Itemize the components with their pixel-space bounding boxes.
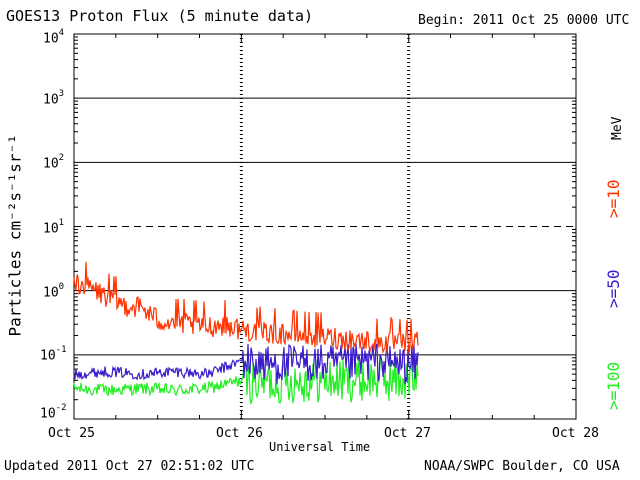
series-line-10 xyxy=(73,261,419,355)
legend-label-10: >=10 xyxy=(604,179,623,218)
x-axis-label: Universal Time xyxy=(269,440,371,454)
updated-timestamp: Updated 2011 Oct 27 02:51:02 UTC xyxy=(4,459,255,474)
y-tick-label: 100 xyxy=(43,282,65,301)
legend-label-50: >=50 xyxy=(604,269,623,308)
chart-title: GOES13 Proton Flux (5 minute data) xyxy=(6,7,314,25)
series-line-50 xyxy=(73,342,419,385)
x-tick-label: Oct 25 xyxy=(48,426,95,441)
y-axis-label: Particles cm⁻²s⁻¹sr⁻¹ xyxy=(5,134,25,337)
begin-time: Begin: 2011 Oct 25 0000 UTC xyxy=(418,13,630,28)
y-tick-label: 10-2 xyxy=(40,403,67,422)
legend-unit-mev: MeV xyxy=(610,116,625,140)
x-tick-label: Oct 28 xyxy=(552,426,599,441)
x-tick-label: Oct 27 xyxy=(384,426,431,441)
y-tick-label: 10-1 xyxy=(40,345,67,364)
x-tick-label: Oct 26 xyxy=(216,426,263,441)
y-tick-label: 103 xyxy=(43,89,65,108)
y-tick-label: 101 xyxy=(43,218,65,237)
y-tick-label: 102 xyxy=(43,153,65,172)
legend-label-100: >=100 xyxy=(604,361,623,410)
y-tick-label: 104 xyxy=(43,28,65,47)
credit-text: NOAA/SWPC Boulder, CO USA xyxy=(424,459,620,474)
